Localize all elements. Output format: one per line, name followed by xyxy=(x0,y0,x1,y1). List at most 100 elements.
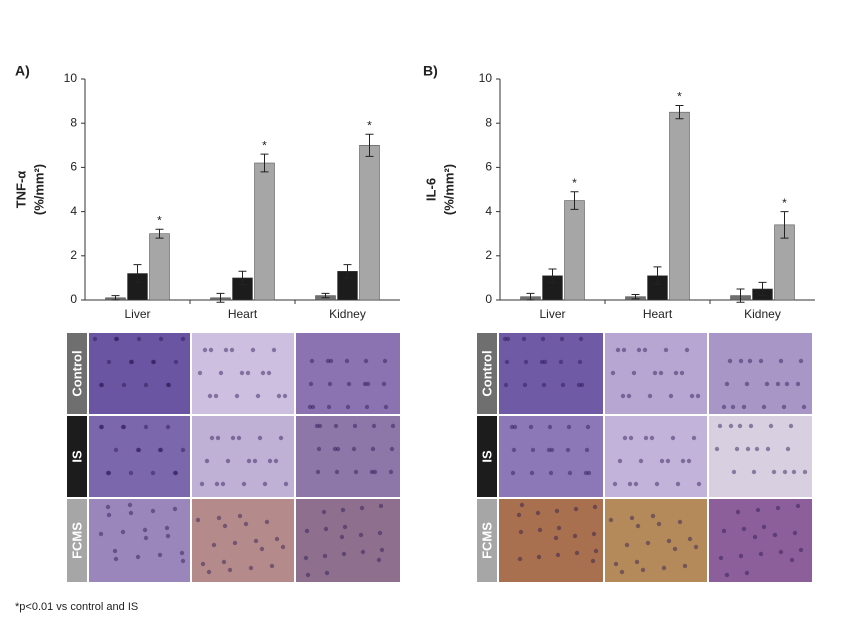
micrograph-cell xyxy=(199,481,205,487)
micrograph-cell xyxy=(691,435,697,441)
micrograph xyxy=(605,499,707,582)
micrograph-cell xyxy=(245,370,251,376)
micrograph-cell xyxy=(121,382,127,388)
x-tick-label: Heart xyxy=(228,307,258,321)
micrograph-cell xyxy=(502,336,508,342)
row-label-box xyxy=(477,499,497,582)
micrograph-cell xyxy=(359,505,365,511)
error-bar xyxy=(111,295,120,301)
micrograph-cell xyxy=(558,359,564,365)
micrograph-cell xyxy=(529,470,535,476)
micrograph-cell xyxy=(612,481,618,487)
micrograph-cell xyxy=(510,470,516,476)
micrograph-cell xyxy=(738,358,744,364)
error-bar xyxy=(216,292,225,303)
micrograph-cell xyxy=(269,563,275,569)
micrograph-cell xyxy=(218,370,224,376)
micrograph-cell xyxy=(744,570,750,576)
micrograph-cell xyxy=(164,525,170,531)
micrograph-cell xyxy=(537,527,543,533)
micrograph-cell xyxy=(728,423,734,429)
micrograph-cell xyxy=(590,558,596,564)
micrograph-cell xyxy=(213,393,219,399)
micrograph-cell xyxy=(383,404,389,410)
micrograph-cell xyxy=(232,540,238,546)
error-bar xyxy=(238,270,247,286)
micrograph-cell xyxy=(649,435,655,441)
micrograph-cell xyxy=(586,470,592,476)
micrograph-cell xyxy=(798,358,804,364)
micrograph-cell xyxy=(721,404,727,410)
micrograph-cell xyxy=(157,447,163,453)
bar xyxy=(669,111,690,301)
micrograph-cell xyxy=(334,469,340,475)
micrograph-cell xyxy=(317,423,323,429)
micrograph-cell xyxy=(659,458,665,464)
micrograph-cell xyxy=(266,370,272,376)
micrograph-cell xyxy=(577,359,583,365)
micrograph-cell xyxy=(253,538,259,544)
micrograph-cell xyxy=(143,424,149,430)
micrograph-cell xyxy=(114,336,120,342)
micrograph-cell xyxy=(273,458,279,464)
micrograph-cell xyxy=(628,435,634,441)
micrograph-cell xyxy=(143,535,149,541)
micrograph-cell xyxy=(113,336,119,342)
micrograph-cell xyxy=(208,347,214,353)
micrograph-cell xyxy=(381,381,387,387)
micrograph-cell xyxy=(795,381,801,387)
y-tick-label: 10 xyxy=(479,71,493,85)
micrograph-cell xyxy=(267,458,273,464)
micrograph-cell xyxy=(172,506,178,512)
footnote: *p<0.01 vs control and IS xyxy=(15,601,138,613)
micrograph-cell xyxy=(504,359,510,365)
micrograph-cell xyxy=(791,469,797,475)
micrograph-cell xyxy=(553,535,559,541)
micrograph-cell xyxy=(98,424,104,430)
micrograph-cell xyxy=(741,404,747,410)
micrograph-cell xyxy=(521,336,527,342)
micrograph-cell xyxy=(271,347,277,353)
x-tick-label: Heart xyxy=(643,307,673,321)
micrograph-cell xyxy=(197,370,203,376)
micrograph-cell xyxy=(276,393,282,399)
micrograph-cell xyxy=(788,423,794,429)
micrograph-cell xyxy=(682,563,688,569)
micrograph xyxy=(296,499,400,582)
micrograph-cell xyxy=(677,519,683,525)
micrograph-cell xyxy=(243,521,249,527)
micrograph-cell xyxy=(663,347,669,353)
micrograph-cell xyxy=(237,513,243,519)
micrograph-cell xyxy=(629,515,635,521)
micrograph-cell xyxy=(382,358,388,364)
micrograph-cell xyxy=(556,525,562,531)
micrograph-cell xyxy=(165,382,171,388)
micrograph-cell xyxy=(99,424,105,430)
micrograph-cell xyxy=(717,423,723,429)
micrograph-cell xyxy=(785,446,791,452)
micrograph xyxy=(709,499,812,582)
micrograph-cell xyxy=(798,547,804,553)
bar xyxy=(254,162,275,301)
micrograph-cell xyxy=(112,548,118,554)
micrograph-cell xyxy=(724,572,730,578)
micrograph-cell xyxy=(591,531,597,537)
micrograph xyxy=(192,416,294,497)
micrograph-cell xyxy=(255,393,261,399)
micrograph-cell xyxy=(158,447,164,453)
micrograph-cell xyxy=(731,469,737,475)
micrograph-cell xyxy=(640,567,646,573)
micrograph-cell xyxy=(369,469,375,475)
micrograph-cell xyxy=(592,504,598,510)
micrograph xyxy=(605,416,707,497)
micrograph xyxy=(89,499,190,582)
micrograph-cell xyxy=(128,470,134,476)
micrograph-cell xyxy=(377,530,383,536)
micrograph xyxy=(296,416,400,497)
micrograph-cell xyxy=(252,458,258,464)
micrograph-cell xyxy=(745,446,751,452)
error-bar xyxy=(758,281,767,297)
row-label: FCMS xyxy=(69,522,84,559)
micrograph-cell xyxy=(613,561,619,567)
